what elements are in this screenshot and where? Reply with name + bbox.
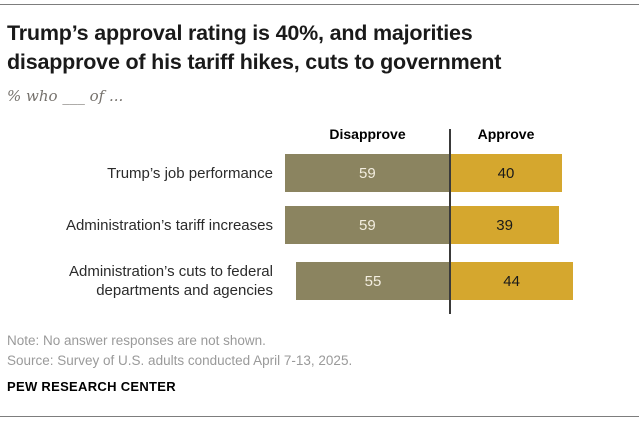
top-divider-rule xyxy=(0,4,639,5)
chart-subtitle: % who ___ of ... xyxy=(7,87,124,105)
disapprove-bar: 59 xyxy=(284,206,450,244)
chart-row: Administration’s tariff increases 59 39 xyxy=(0,206,639,244)
pew-research-center-wordmark: PEW RESEARCH CENTER xyxy=(7,379,176,394)
chart-row: Trump’s job performance 59 40 xyxy=(0,154,639,192)
bottom-divider-rule xyxy=(0,416,639,417)
source-text: Source: Survey of U.S. adults conducted … xyxy=(7,352,353,368)
row-label: Administration’s cuts to federal departm… xyxy=(69,263,273,299)
note-text: Note: No answer responses are not shown. xyxy=(7,333,266,348)
footnotes: Note: No answer responses are not shown.… xyxy=(7,331,352,370)
approve-value: 40 xyxy=(497,164,515,182)
row-label: Trump’s job performance xyxy=(107,164,273,182)
center-axis-line xyxy=(449,129,451,314)
disapprove-value: 59 xyxy=(359,216,376,234)
page-title-line2: disapprove of his tariff hikes, cuts to … xyxy=(7,50,502,74)
disapprove-value: 59 xyxy=(359,164,376,182)
disapprove-value: 55 xyxy=(364,272,382,290)
approve-value: 44 xyxy=(503,272,520,290)
approve-bar: 40 xyxy=(450,154,562,192)
chart-row: Administration’s cuts to federal departm… xyxy=(0,262,639,300)
page-title: Trump’s approval rating is 40%, and majo… xyxy=(7,19,627,77)
row-label: Administration’s tariff increases xyxy=(65,216,273,234)
column-header-disapprove: Disapprove xyxy=(329,126,406,142)
approve-bar: 44 xyxy=(450,262,574,300)
approve-value: 39 xyxy=(496,216,513,234)
disapprove-bar: 59 xyxy=(284,154,450,192)
approve-bar: 39 xyxy=(450,206,560,244)
column-header-approve: Approve xyxy=(477,126,535,142)
page-title-line1: Trump’s approval rating is 40%, and majo… xyxy=(7,21,473,45)
disapprove-bar: 55 xyxy=(296,262,450,300)
